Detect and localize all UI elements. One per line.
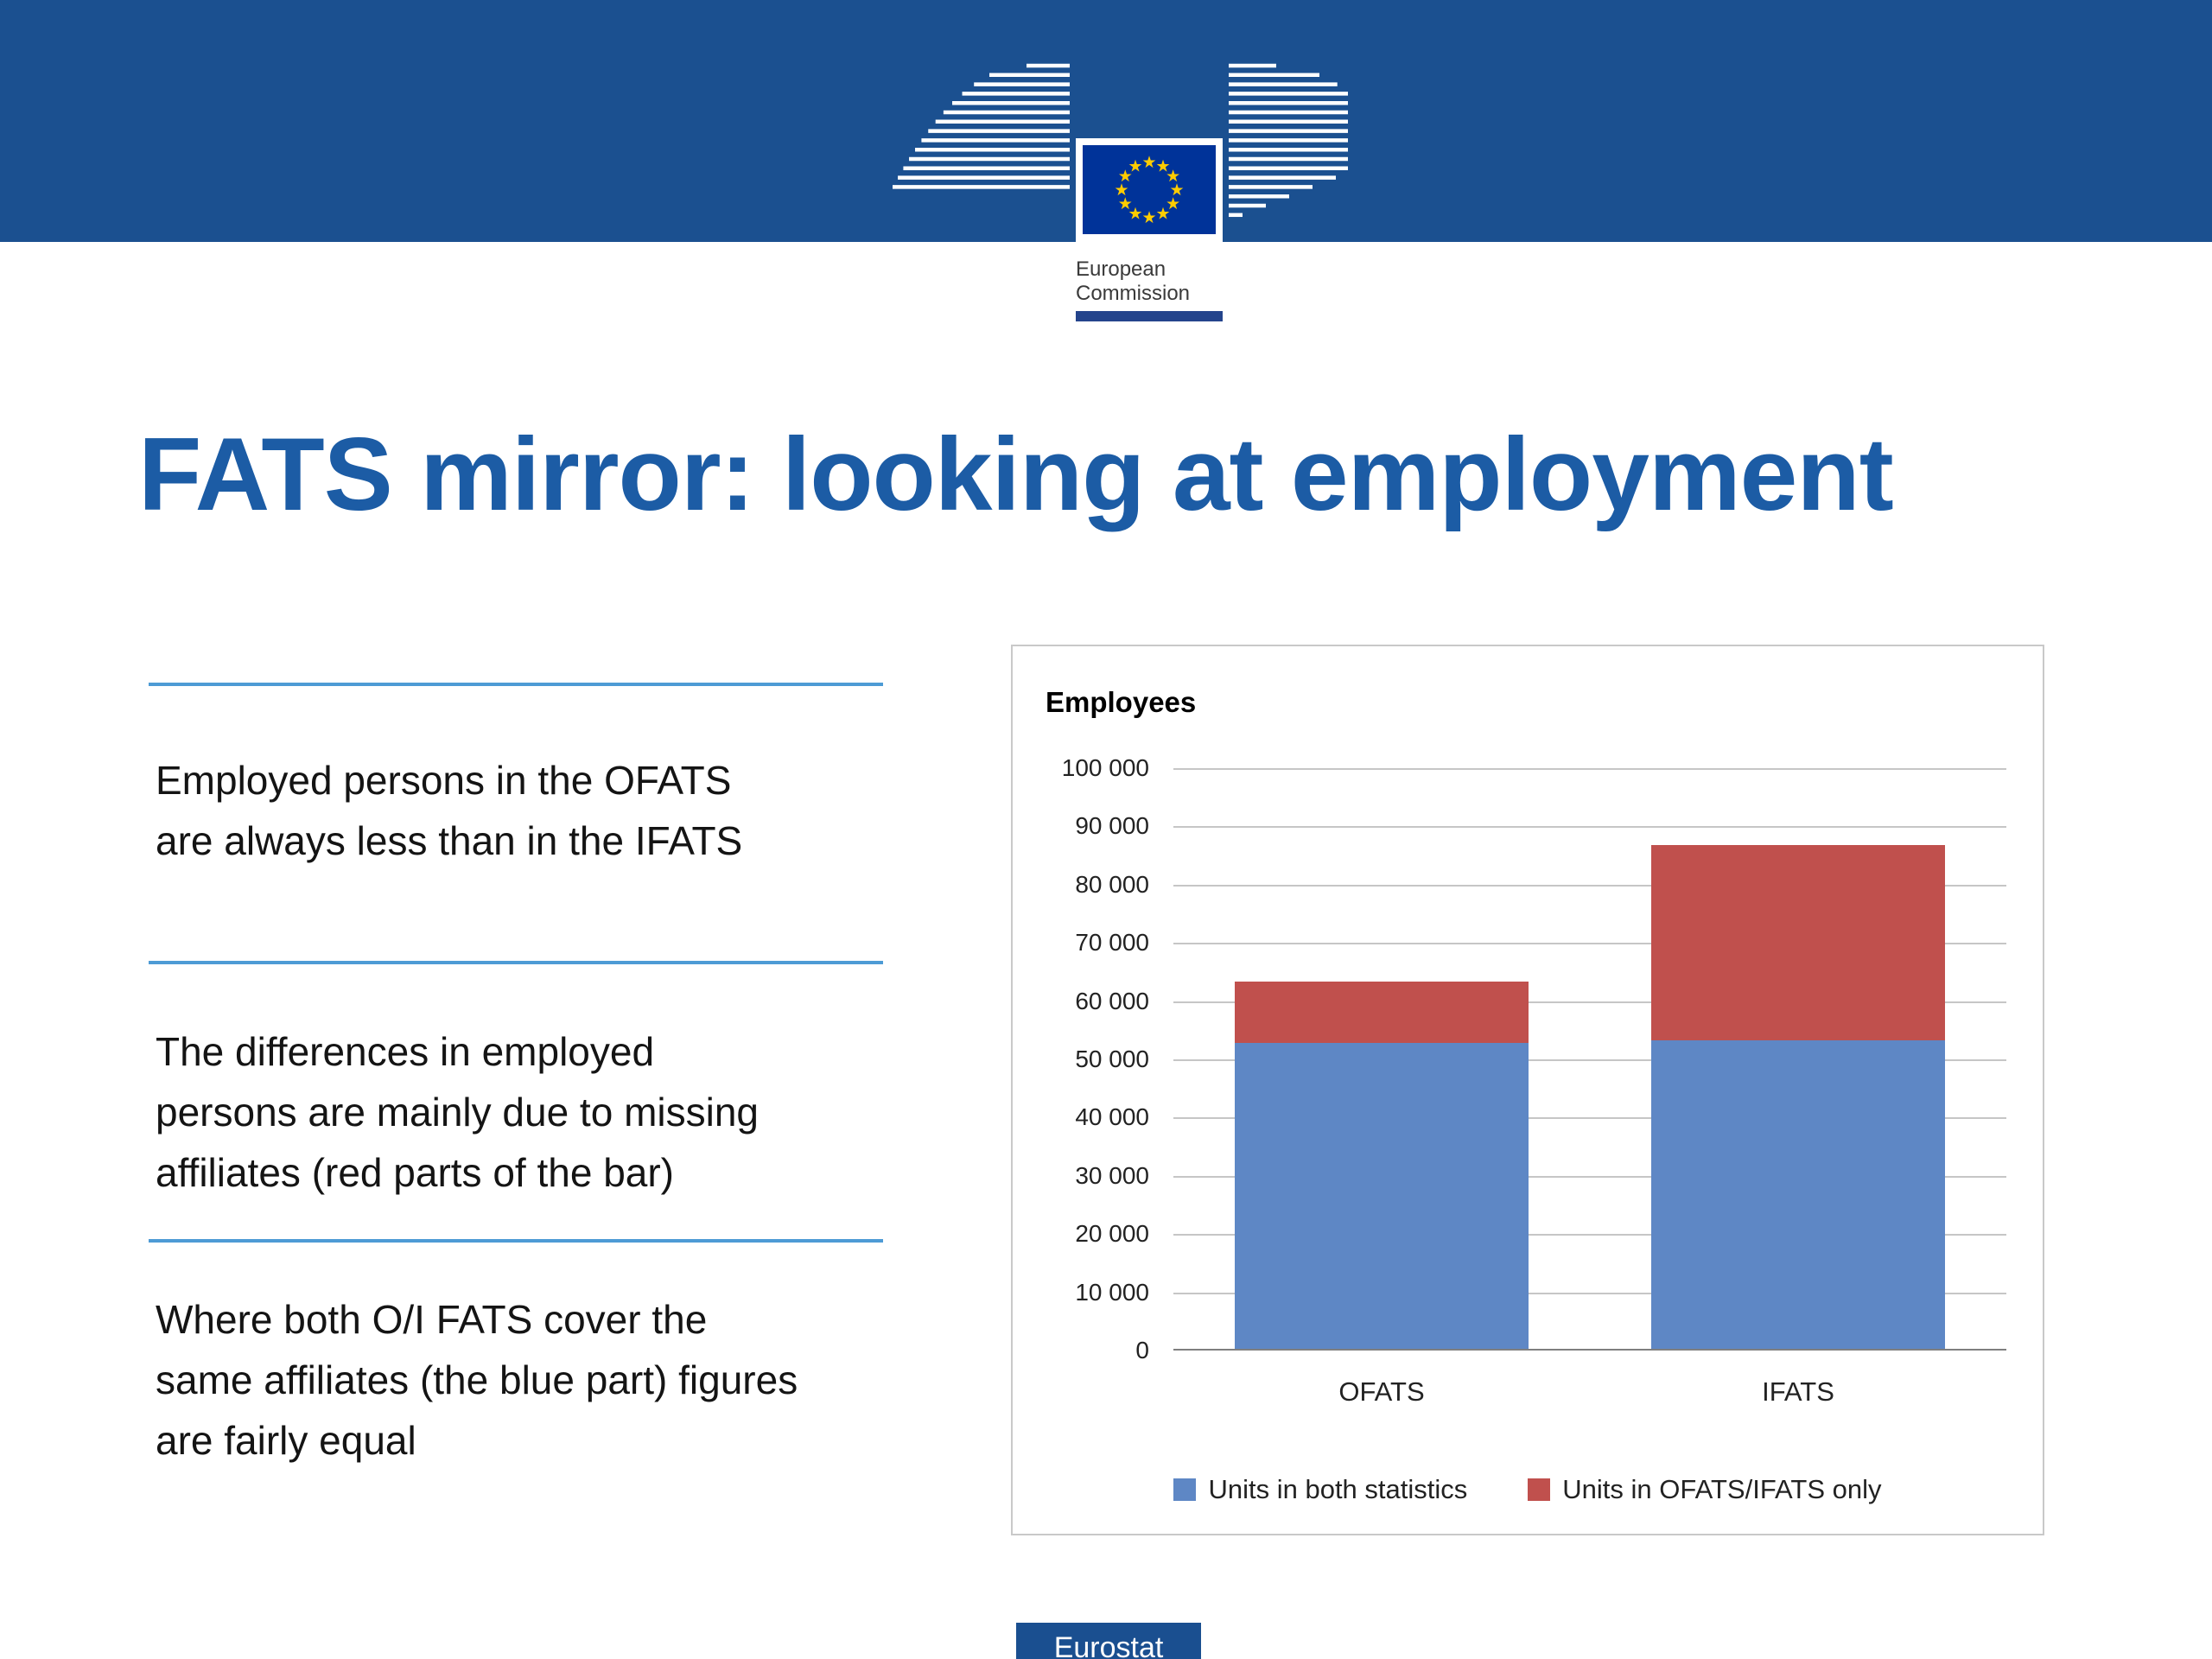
y-tick-label: 100 000 bbox=[1061, 754, 1149, 781]
x-axis-labels: OFATS IFATS bbox=[1173, 1376, 2006, 1411]
logo-caption: European Commission bbox=[1076, 257, 1190, 306]
bar-segment-ofats-red bbox=[1235, 982, 1529, 1044]
eu-flag-stars: ★★★★★★★★★★★★ bbox=[1114, 154, 1184, 227]
separator-line bbox=[149, 683, 883, 686]
eu-flag bbox=[1083, 145, 1216, 234]
page-title: FATS mirror: looking at employment bbox=[138, 416, 1894, 532]
svg-text:★: ★ bbox=[1141, 209, 1156, 227]
y-tick-label: 90 000 bbox=[1075, 812, 1149, 840]
svg-text:★: ★ bbox=[1114, 181, 1128, 200]
gridline bbox=[1173, 884, 2006, 887]
bar-segment-ofats-blue bbox=[1235, 1043, 1529, 1349]
gridline bbox=[1173, 826, 2006, 829]
chart-panel: Employees 0 10 000 20 000 30 000 40 000 50 00… bbox=[1011, 645, 2044, 1535]
gridline bbox=[1173, 1117, 2006, 1120]
svg-text:★: ★ bbox=[1141, 154, 1156, 172]
svg-text:★: ★ bbox=[1118, 195, 1133, 213]
gridline bbox=[1173, 1175, 2006, 1178]
logo-caption-line2: Commission bbox=[1076, 282, 1191, 305]
y-tick-label: 30 000 bbox=[1075, 1161, 1149, 1189]
bullet-text-3: Where both O/I FATS cover the same affil… bbox=[156, 1297, 798, 1463]
chart-title: Employees bbox=[1046, 686, 1197, 718]
y-tick-label: 0 bbox=[1135, 1337, 1149, 1363]
legend-swatch bbox=[1528, 1478, 1551, 1501]
bar-segment-ifats-red bbox=[1651, 845, 1945, 1040]
svg-text:★: ★ bbox=[1128, 206, 1142, 224]
x-tick-label: OFATS bbox=[1338, 1376, 1425, 1407]
svg-text:★: ★ bbox=[1166, 168, 1180, 186]
y-tick-label: 70 000 bbox=[1075, 929, 1149, 957]
separator-line bbox=[149, 1239, 883, 1243]
chart-legend: Units in both statistics Units in OFATS/I… bbox=[1013, 1474, 2043, 1505]
gridline bbox=[1173, 1059, 2006, 1061]
legend-label: Units in both statistics bbox=[1208, 1474, 1468, 1504]
ec-logo-graphic: ★★★★★★★★★★★★ bbox=[893, 63, 1348, 251]
y-tick-label: 10 000 bbox=[1075, 1278, 1149, 1306]
svg-text:★: ★ bbox=[1118, 168, 1133, 186]
logo-fan-lines bbox=[893, 63, 1348, 218]
bullet-text-2: The differences in employed persons are … bbox=[156, 1029, 759, 1195]
eurostat-label: Eurostat bbox=[1053, 1631, 1164, 1659]
y-tick-label: 40 000 bbox=[1075, 1103, 1149, 1131]
legend-item: Units in OFATS/IFATS only bbox=[1528, 1474, 1882, 1505]
y-axis-labels: 0 10 000 20 000 30 000 40 000 50 000 60 000 70 … bbox=[1013, 754, 1160, 1363]
y-tick-label: 60 000 bbox=[1075, 987, 1149, 1014]
legend-swatch bbox=[1173, 1478, 1197, 1501]
svg-text:★: ★ bbox=[1166, 195, 1180, 213]
legend-item: Units in both statistics bbox=[1173, 1474, 1467, 1505]
gridline bbox=[1173, 768, 2006, 770]
legend-label: Units in OFATS/IFATS only bbox=[1562, 1474, 1882, 1504]
svg-text:★: ★ bbox=[1128, 157, 1142, 175]
gridline bbox=[1173, 1001, 2006, 1003]
y-tick-label: 80 000 bbox=[1075, 870, 1149, 898]
x-tick-label: IFATS bbox=[1762, 1376, 1834, 1407]
european-commission-logo: ★ ★ ★ ★ ★ ★ ★ ★ ★ ★ ★ ★ European Commission bbox=[864, 52, 1348, 337]
svg-text:★: ★ bbox=[1169, 181, 1184, 200]
svg-text:★: ★ bbox=[1155, 157, 1170, 175]
logo-underline bbox=[1076, 311, 1223, 321]
plot-area bbox=[1173, 768, 2006, 1351]
bullet-text-1: Employed persons in the OFATS are always… bbox=[156, 758, 743, 863]
y-tick-label: 20 000 bbox=[1075, 1220, 1149, 1248]
gridline bbox=[1173, 943, 2006, 945]
gridline bbox=[1173, 1292, 2006, 1294]
gridline bbox=[1173, 1234, 2006, 1236]
y-tick-label: 50 000 bbox=[1075, 1046, 1149, 1072]
separator-line bbox=[149, 961, 883, 964]
svg-text:★: ★ bbox=[1155, 206, 1170, 224]
bar-segment-ifats-blue bbox=[1651, 1039, 1945, 1349]
logo-caption-line1: European bbox=[1076, 257, 1166, 281]
eurostat-badge: Eurostat bbox=[1016, 1623, 1201, 1659]
